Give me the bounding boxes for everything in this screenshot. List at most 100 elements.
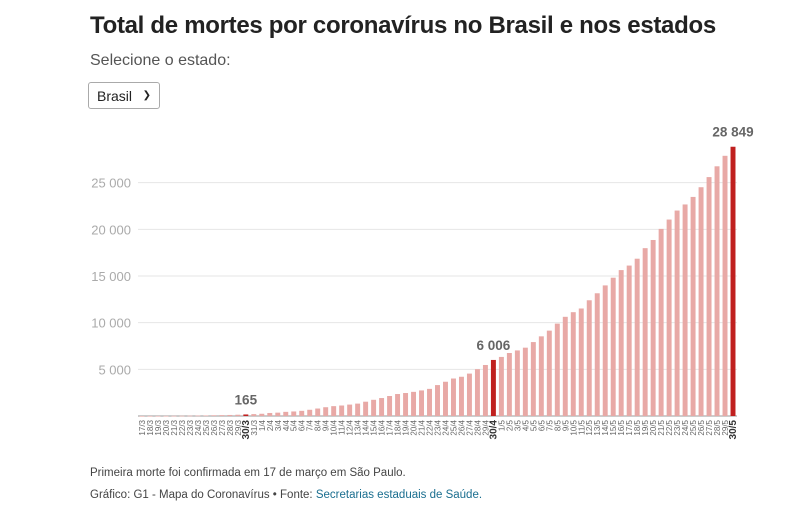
bar	[259, 413, 265, 416]
x-tick-label: 9/4	[322, 419, 331, 431]
bar	[698, 187, 704, 416]
bar	[219, 415, 225, 416]
x-tick-label: 19/3	[154, 419, 163, 435]
x-tick-label: 29/5	[721, 419, 730, 435]
x-tick-label: 13/5	[593, 419, 602, 435]
x-tick-label: 31/3	[250, 419, 259, 435]
bar	[498, 356, 504, 416]
x-tick-label: 7/4	[306, 419, 315, 431]
bar	[251, 414, 257, 416]
x-tick-label: 6/5	[537, 419, 546, 431]
x-tick-label: 29/4	[481, 419, 490, 435]
x-tick-label: 21/5	[657, 419, 666, 435]
bar	[594, 293, 600, 416]
x-tick-label: 22/3	[178, 419, 187, 435]
x-tick-label: 1/5	[497, 419, 506, 431]
data-label: 165	[235, 392, 258, 407]
x-tick-label: 3/5	[513, 419, 522, 431]
bar	[586, 300, 592, 416]
bar	[419, 390, 425, 416]
bar	[363, 401, 369, 416]
x-tick-label: 15/4	[370, 419, 379, 435]
chevron-down-icon: ❯	[142, 90, 151, 101]
x-tick-label: 17/5	[625, 419, 634, 435]
x-tick-label: 18/3	[146, 419, 155, 435]
bar	[634, 258, 640, 416]
x-tick-label: 26/4	[457, 419, 466, 435]
x-tick-label: 20/5	[649, 419, 658, 435]
x-tick-label: 1/4	[258, 419, 267, 431]
bar	[538, 336, 544, 416]
bar	[171, 415, 177, 417]
bar	[267, 412, 273, 416]
x-tick-label: 3/4	[274, 419, 283, 431]
source-link[interactable]: Secretarias estaduais de Saúde.	[315, 489, 483, 501]
bar	[666, 219, 672, 416]
bar	[530, 342, 536, 416]
bar	[642, 248, 648, 416]
bar	[315, 408, 321, 416]
x-tick-label: 25/3	[202, 419, 211, 435]
x-tick-label: 27/4	[465, 419, 474, 435]
y-tick-label: 5 000	[98, 362, 131, 377]
bar	[387, 396, 393, 416]
bar	[722, 155, 728, 416]
x-tick-label: 8/5	[553, 419, 562, 431]
x-tick-label: 23/4	[434, 419, 443, 435]
data-label: 6 006	[477, 338, 511, 353]
bar	[299, 410, 305, 416]
x-tick-label: 10/5	[569, 419, 578, 435]
credit-text: Gráfico: G1 - Mapa do Coronavírus • Font…	[90, 489, 316, 501]
x-tick-label: 4/4	[282, 419, 291, 431]
x-tick-label: 30/5	[728, 420, 739, 440]
bar	[650, 239, 656, 416]
x-tick-label: 5/4	[290, 419, 299, 431]
x-tick-label: 8/4	[314, 419, 323, 431]
x-tick-label: 26/3	[210, 419, 219, 435]
x-tick-label: 28/3	[226, 419, 235, 435]
bar	[562, 316, 568, 416]
x-tick-label: 27/3	[218, 419, 227, 435]
bar	[139, 415, 145, 417]
x-tick-label: 12/4	[346, 419, 355, 435]
y-tick-label: 25 000	[91, 176, 131, 191]
x-tick-label: 29/3	[234, 419, 243, 435]
x-tick-label: 11/4	[338, 419, 347, 435]
x-tick-label: 20/4	[410, 419, 419, 435]
x-tick-label: 23/5	[673, 419, 682, 435]
x-tick-label: 28/5	[713, 419, 722, 435]
state-select[interactable]: Brasil ❯	[88, 82, 160, 109]
x-tick-label: 20/3	[162, 419, 171, 435]
bar	[578, 308, 584, 416]
source-credit: Gráfico: G1 - Mapa do Coronavírus • Font…	[90, 489, 482, 501]
bar	[227, 414, 233, 416]
x-tick-label: 2/5	[505, 419, 514, 431]
x-tick-label: 21/4	[418, 419, 427, 435]
bar	[602, 285, 608, 416]
x-tick-label: 2/4	[266, 419, 275, 431]
bar	[155, 415, 161, 417]
bar	[235, 414, 241, 416]
bar	[395, 394, 401, 416]
x-tick-label: 24/5	[681, 419, 690, 435]
x-tick-label: 24/4	[441, 419, 450, 435]
x-tick-label: 15/5	[609, 419, 618, 435]
bar	[187, 415, 193, 417]
bar	[443, 381, 448, 416]
bar	[674, 210, 680, 416]
data-label: 28 849	[712, 125, 753, 140]
bar	[490, 359, 496, 416]
bar	[546, 330, 552, 416]
x-tick-label: 27/5	[705, 419, 714, 435]
x-tick-label: 28/4	[473, 419, 482, 435]
x-tick-label: 30/3	[241, 420, 252, 440]
bar	[466, 373, 472, 416]
bar	[163, 415, 169, 417]
bar	[179, 415, 185, 417]
bar	[522, 347, 528, 416]
chart-title: Total de mortes por coronavírus no Brasi…	[90, 12, 716, 39]
x-tick-label: 25/4	[449, 419, 458, 435]
bar	[403, 393, 409, 416]
bar	[379, 398, 385, 416]
